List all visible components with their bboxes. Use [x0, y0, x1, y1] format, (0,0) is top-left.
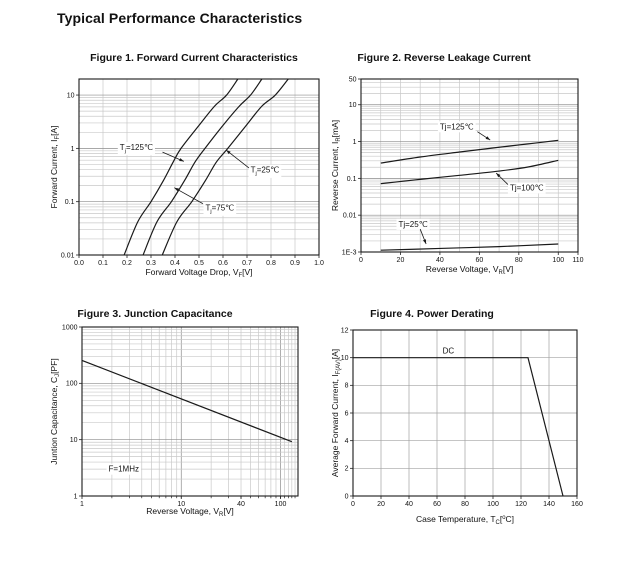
svg-text:40: 40: [436, 257, 444, 264]
figure-3-title: Figure 3. Junction Capacitance: [77, 308, 233, 320]
svg-text:0.8: 0.8: [266, 260, 276, 267]
svg-text:0.0: 0.0: [74, 260, 84, 267]
figure-2-chart: Tj=125℃Tj=100℃Tj=25℃0 20 40 60 80 100 1101E-30…: [330, 76, 584, 276]
svg-text:Reverse Voltage, VR[V]: Reverse Voltage, VR[V]: [146, 506, 233, 518]
svg-text:10: 10: [177, 501, 185, 508]
svg-text:Tj=25℃: Tj=25℃: [398, 220, 427, 229]
svg-text:60: 60: [475, 257, 483, 264]
svg-text:Forward Voltage Drop, VF[V]: Forward Voltage Drop, VF[V]: [145, 267, 252, 279]
svg-text:0.1: 0.1: [98, 260, 108, 267]
svg-text:10: 10: [341, 355, 349, 362]
svg-text:20: 20: [397, 257, 405, 264]
svg-text:100: 100: [487, 501, 499, 508]
svg-text:10: 10: [349, 102, 357, 109]
svg-text:0.4: 0.4: [170, 260, 180, 267]
svg-text:1.0: 1.0: [314, 260, 324, 267]
figure-1: Figure 1. Forward Current Characteristic…: [40, 50, 340, 302]
svg-text:140: 140: [543, 501, 555, 508]
svg-text:0.01: 0.01: [61, 252, 75, 259]
svg-text:0: 0: [359, 257, 363, 264]
svg-text:0.1: 0.1: [347, 176, 357, 183]
svg-text:50: 50: [349, 76, 357, 83]
svg-text:Tj=25℃: Tj=25℃: [251, 166, 280, 177]
svg-text:0.6: 0.6: [218, 260, 228, 267]
svg-text:Tj=100℃: Tj=100℃: [510, 183, 544, 192]
svg-text:100: 100: [66, 381, 78, 388]
svg-text:Case Temperature, TC[oC]: Case Temperature, TC[oC]: [416, 514, 514, 526]
svg-text:Tj=75℃: Tj=75℃: [205, 204, 234, 215]
figure-3: Figure 3. Junction Capacitance F=1MHz 1 10…: [40, 308, 340, 540]
figure-4-title: Figure 4. Power Derating: [370, 308, 494, 320]
figure-2-title: Figure 2. Reverse Leakage Current: [357, 52, 531, 64]
svg-text:160: 160: [571, 501, 583, 508]
svg-text:1E-3: 1E-3: [342, 249, 357, 256]
svg-text:0.1: 0.1: [65, 199, 75, 206]
svg-text:Juntion Capacitance, CJ[PF]: Juntion Capacitance, CJ[PF]: [49, 358, 61, 464]
svg-text:100: 100: [275, 501, 287, 508]
svg-text:Reverse Voltage, VR[V]: Reverse Voltage, VR[V]: [426, 264, 513, 276]
svg-text:8: 8: [345, 383, 349, 390]
figure-4: Figure 4. Power Derating DC 0 20 40 60 80 100 1…: [330, 308, 638, 543]
figure-1-title: Figure 1. Forward Current Characteristic…: [90, 52, 298, 64]
svg-text:Average Forward Current, IF(AV: Average Forward Current, IF(AV)[A]: [330, 349, 342, 477]
svg-text:60: 60: [433, 501, 441, 508]
svg-text:1: 1: [80, 501, 84, 508]
svg-text:0.01: 0.01: [343, 213, 357, 220]
svg-text:40: 40: [405, 501, 413, 508]
svg-text:80: 80: [461, 501, 469, 508]
figure-3-chart: F=1MHz 1 10 40 100 1 10 100 1000 Reverse Voltage,…: [49, 324, 299, 518]
svg-text:4: 4: [345, 438, 349, 445]
svg-text:10: 10: [67, 92, 75, 99]
svg-text:110: 110: [572, 257, 583, 264]
svg-text:80: 80: [515, 257, 523, 264]
svg-text:Reverse Current, IR[mA]: Reverse Current, IR[mA]: [330, 120, 342, 211]
svg-text:0.9: 0.9: [290, 260, 300, 267]
svg-text:Forward Current, IF[A]: Forward Current, IF[A]: [49, 125, 61, 208]
svg-text:DC: DC: [443, 347, 455, 356]
svg-text:0.3: 0.3: [146, 260, 156, 267]
svg-text:100: 100: [552, 257, 564, 264]
page-title: Typical Performance Characteristics: [57, 10, 303, 26]
svg-text:20: 20: [377, 501, 385, 508]
svg-text:10: 10: [70, 437, 78, 444]
svg-text:2: 2: [345, 466, 349, 473]
svg-text:1: 1: [71, 146, 75, 153]
svg-text:0.2: 0.2: [122, 260, 132, 267]
figure-2: Figure 2. Reverse Leakage Current Tj=125…: [330, 50, 638, 302]
svg-text:0.7: 0.7: [242, 260, 252, 267]
svg-text:120: 120: [515, 501, 527, 508]
svg-text:0: 0: [351, 501, 355, 508]
svg-text:Tj=125℃: Tj=125℃: [120, 143, 153, 154]
svg-text:0.5: 0.5: [194, 260, 204, 267]
figure-1-chart: Tj=125℃ Tj=25℃ Tj=75℃ 0.0 0.1 0.2 0.3 0.4 0.5 0.6…: [49, 78, 324, 279]
figure-4-chart: DC 0 20 40 60 80 100 120 140 160 0 2 4 6 8 10 12 Case Tem…: [330, 327, 583, 526]
svg-text:12: 12: [341, 327, 349, 334]
svg-text:1: 1: [353, 139, 357, 146]
svg-text:40: 40: [237, 501, 245, 508]
svg-text:Tj=125℃: Tj=125℃: [440, 122, 474, 131]
svg-text:1000: 1000: [62, 324, 78, 331]
svg-text:0: 0: [345, 493, 349, 500]
svg-text:F=1MHz: F=1MHz: [109, 465, 139, 474]
svg-text:6: 6: [345, 410, 349, 417]
svg-text:1: 1: [74, 493, 78, 500]
